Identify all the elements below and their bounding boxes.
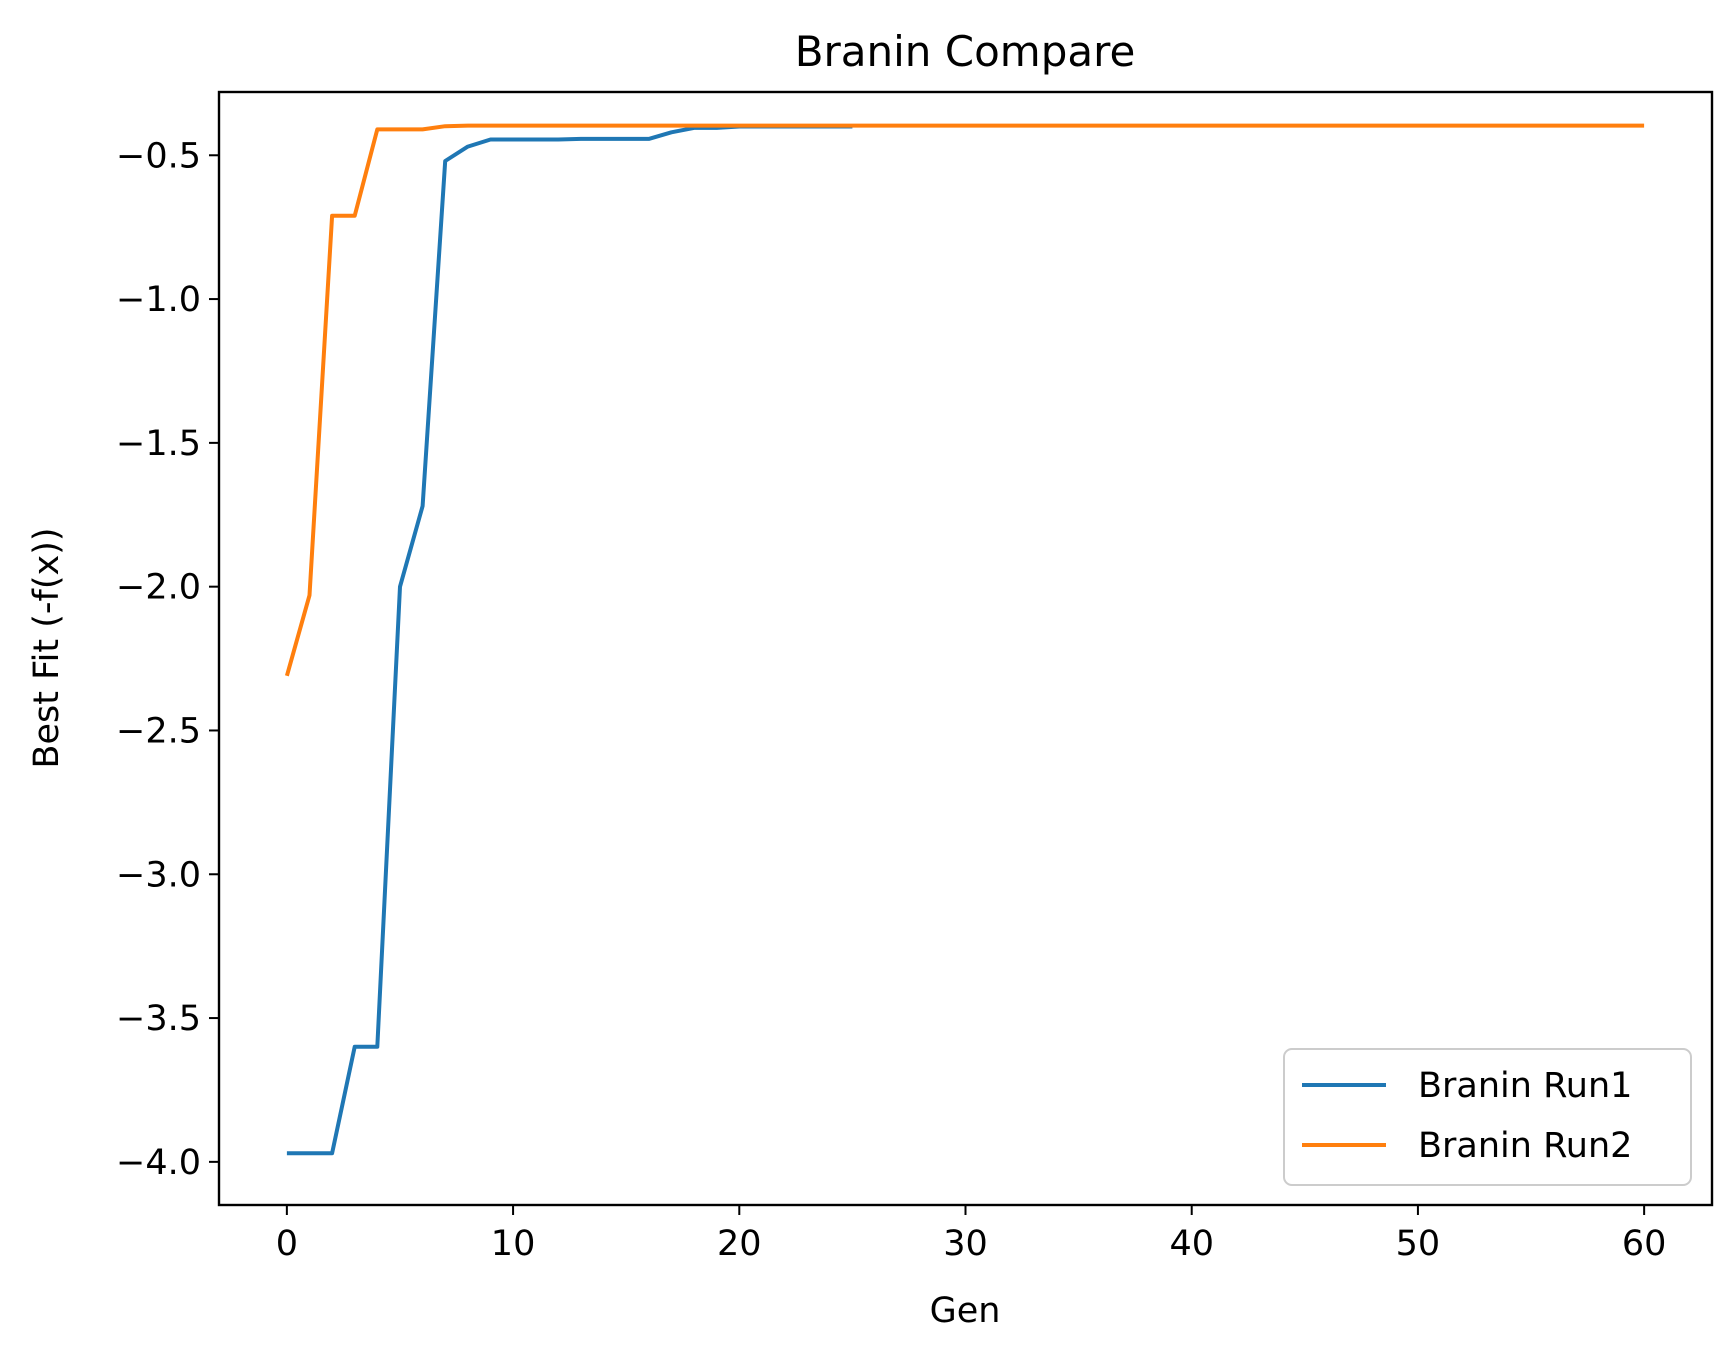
x-tick-label: 50 xyxy=(1396,1224,1441,1264)
x-axis: 0 10 20 30 40 50 60 xyxy=(276,1205,1667,1264)
x-tick-label: 20 xyxy=(717,1224,762,1264)
x-tick-label: 30 xyxy=(943,1224,988,1264)
y-tick-label: −0.5 xyxy=(116,136,201,176)
series-layer xyxy=(284,123,1645,1156)
legend-label-run1: Branin Run1 xyxy=(1418,1066,1632,1106)
y-axis: −4.0 −3.5 −3.0 −2.5 −2.0 −1.5 −1.0 −0.5 xyxy=(116,136,219,1183)
y-tick-label: −4.0 xyxy=(116,1143,201,1183)
y-tick-label: −1.5 xyxy=(116,424,201,464)
x-tick-label: 60 xyxy=(1622,1224,1667,1264)
legend: Branin Run1 Branin Run2 xyxy=(1283,1048,1692,1186)
series-line-run2 xyxy=(284,123,1645,677)
y-tick-label: −2.5 xyxy=(116,711,201,751)
y-tick-label: −3.0 xyxy=(116,855,201,895)
y-tick-label: −1.0 xyxy=(116,280,201,320)
x-tick-label: 10 xyxy=(491,1224,536,1264)
y-tick-label: −2.0 xyxy=(116,568,201,608)
x-tick-label: 40 xyxy=(1169,1224,1214,1264)
legend-label-run2: Branin Run2 xyxy=(1418,1126,1632,1166)
x-tick-label: 0 xyxy=(276,1224,298,1264)
y-axis-label: Best Fit (-f(x)) xyxy=(27,527,67,768)
y-tick-label: −3.5 xyxy=(116,999,201,1039)
chart-title: Branin Compare xyxy=(795,27,1136,76)
x-axis-label: Gen xyxy=(930,1291,1001,1331)
